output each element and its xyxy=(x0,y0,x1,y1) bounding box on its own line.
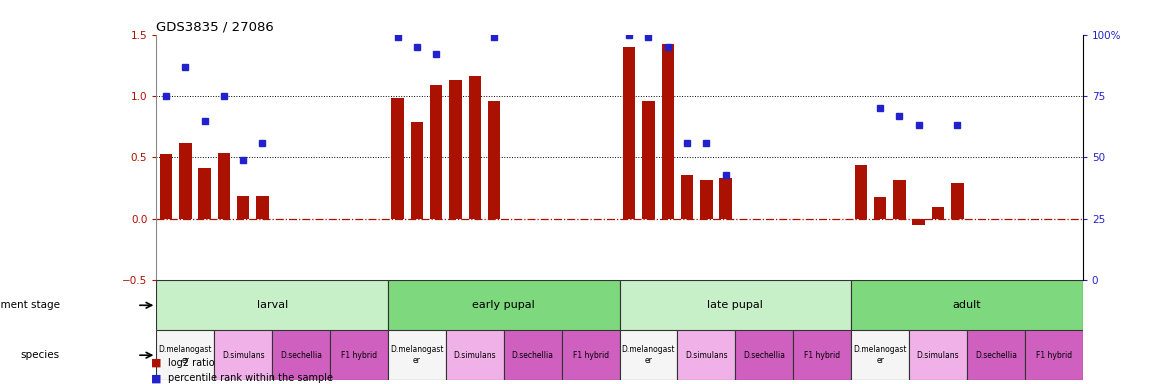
Bar xyxy=(893,180,906,219)
Bar xyxy=(719,178,732,219)
Text: adult: adult xyxy=(953,300,981,310)
Text: GDS3835 / 27086: GDS3835 / 27086 xyxy=(156,20,274,33)
Text: ■: ■ xyxy=(151,358,161,368)
Bar xyxy=(677,330,735,380)
Bar xyxy=(851,330,909,380)
Bar xyxy=(735,330,793,380)
Text: D.simulans: D.simulans xyxy=(454,351,496,360)
Bar xyxy=(388,280,620,330)
Bar xyxy=(620,280,851,330)
Bar xyxy=(643,101,654,219)
Bar xyxy=(388,330,446,380)
Bar xyxy=(391,98,404,219)
Bar xyxy=(504,330,562,380)
Text: D.simulans: D.simulans xyxy=(917,351,959,360)
Bar xyxy=(623,47,636,219)
Text: D.sechellia: D.sechellia xyxy=(743,351,785,360)
Bar xyxy=(156,330,214,380)
Text: D.melanogast
er: D.melanogast er xyxy=(622,346,675,365)
Bar xyxy=(661,45,674,219)
Text: development stage: development stage xyxy=(0,300,60,310)
Bar xyxy=(214,330,272,380)
Text: D.melanogast
er: D.melanogast er xyxy=(390,346,444,365)
Bar xyxy=(681,175,694,219)
Bar xyxy=(330,330,388,380)
Text: ■: ■ xyxy=(151,373,161,383)
Text: early pupal: early pupal xyxy=(472,300,535,310)
Bar xyxy=(701,180,712,219)
Text: larval: larval xyxy=(257,300,287,310)
Text: F1 hybrid: F1 hybrid xyxy=(1035,351,1072,360)
Text: late pupal: late pupal xyxy=(708,300,763,310)
Bar xyxy=(967,330,1025,380)
Text: D.melanogast
er: D.melanogast er xyxy=(159,346,212,365)
Bar xyxy=(913,219,925,225)
Text: species: species xyxy=(21,350,60,360)
Bar xyxy=(237,195,249,219)
Bar xyxy=(620,330,677,380)
Bar xyxy=(449,80,462,219)
Bar xyxy=(1025,330,1083,380)
Text: percentile rank within the sample: percentile rank within the sample xyxy=(168,373,332,383)
Text: log2 ratio: log2 ratio xyxy=(168,358,214,368)
Bar xyxy=(430,85,442,219)
Bar xyxy=(179,143,191,219)
Bar xyxy=(218,152,230,219)
Text: F1 hybrid: F1 hybrid xyxy=(340,351,378,360)
Bar xyxy=(160,154,173,219)
Bar xyxy=(562,330,620,380)
Bar xyxy=(198,169,211,219)
Bar xyxy=(446,330,504,380)
Bar xyxy=(256,195,269,219)
Bar xyxy=(932,207,944,219)
Bar xyxy=(793,330,851,380)
Text: F1 hybrid: F1 hybrid xyxy=(572,351,609,360)
Text: F1 hybrid: F1 hybrid xyxy=(804,351,841,360)
Bar xyxy=(874,197,886,219)
Bar xyxy=(488,101,500,219)
Bar xyxy=(909,330,967,380)
Text: D.simulans: D.simulans xyxy=(686,351,727,360)
Text: D.sechellia: D.sechellia xyxy=(975,351,1017,360)
Text: D.sechellia: D.sechellia xyxy=(512,351,554,360)
Bar xyxy=(411,122,423,219)
Text: D.sechellia: D.sechellia xyxy=(280,351,322,360)
Bar xyxy=(951,183,963,219)
Bar xyxy=(855,165,867,219)
Bar xyxy=(272,330,330,380)
Text: D.melanogast
er: D.melanogast er xyxy=(853,346,907,365)
Bar xyxy=(851,280,1083,330)
Bar xyxy=(469,76,481,219)
Text: D.simulans: D.simulans xyxy=(222,351,264,360)
Bar xyxy=(156,280,388,330)
